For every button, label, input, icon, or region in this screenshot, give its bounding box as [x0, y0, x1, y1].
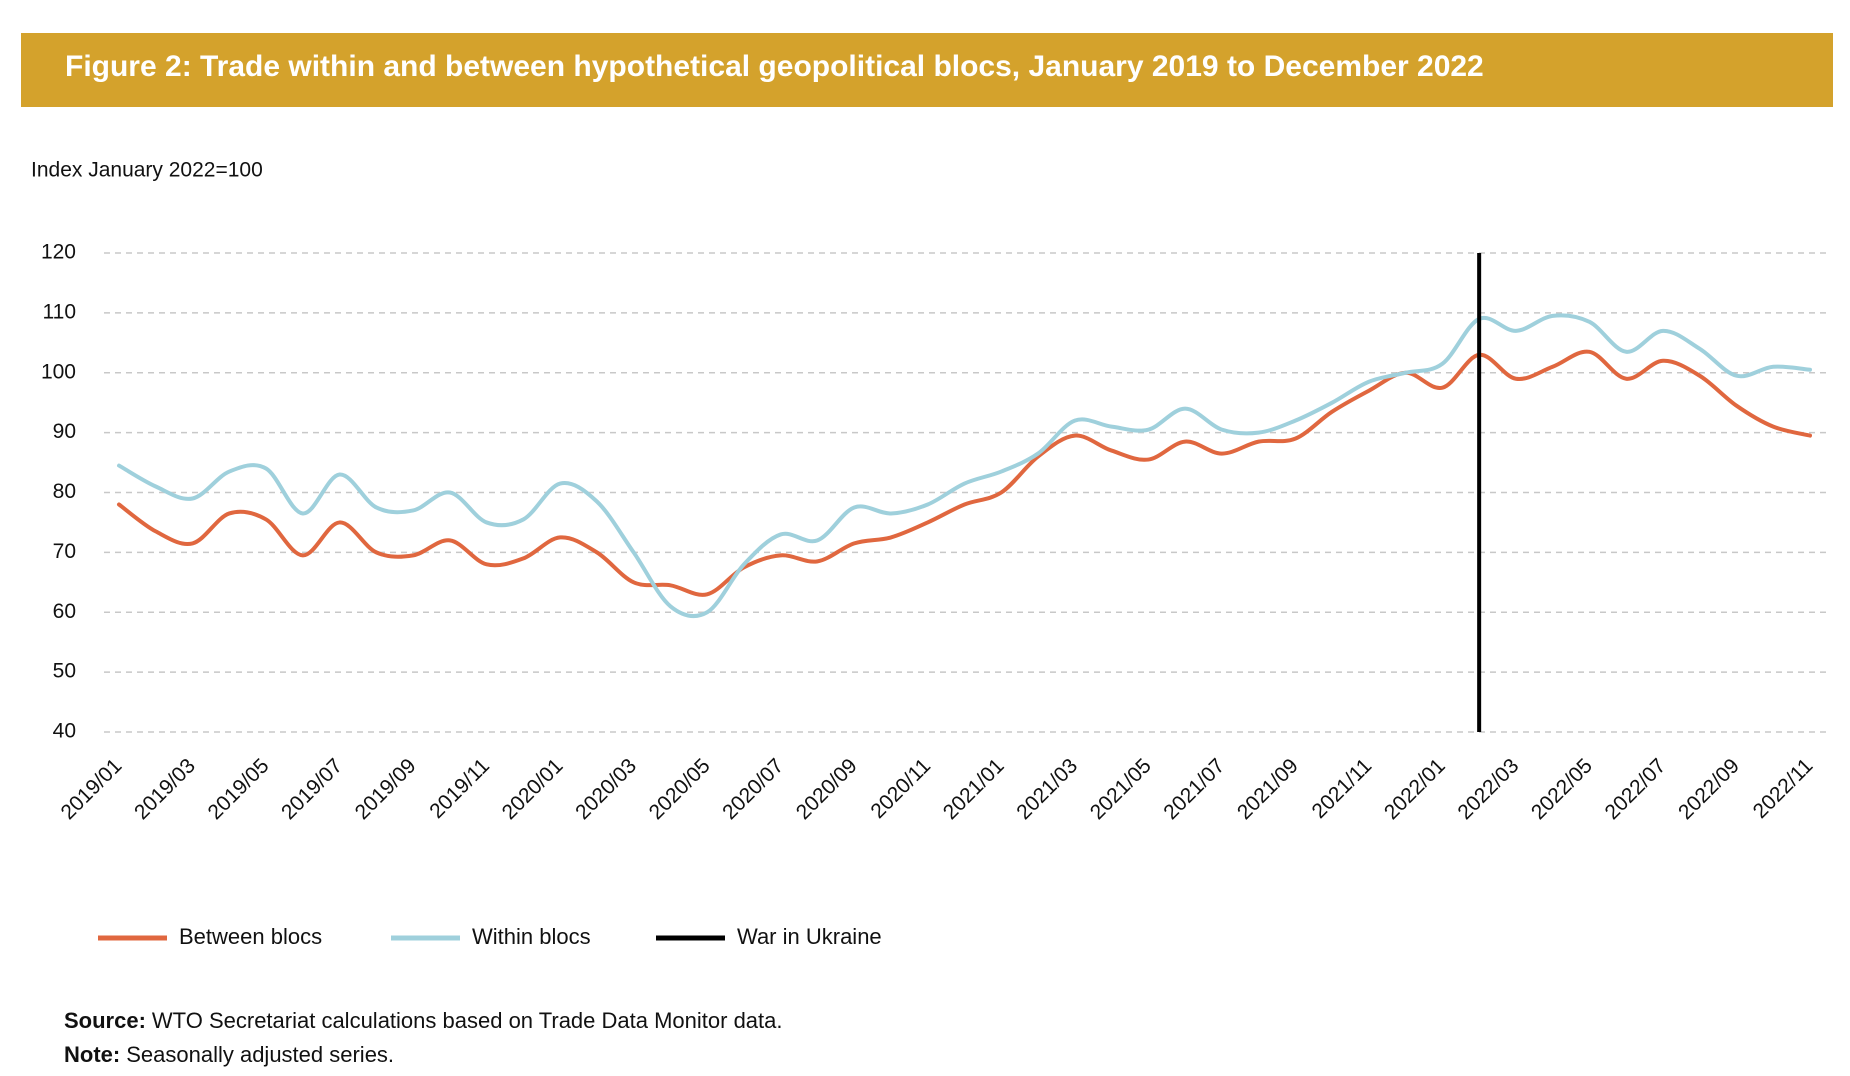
- y-tick-label: 50: [53, 660, 76, 683]
- footnote-label: Source:: [64, 1008, 146, 1033]
- y-tick-label: 90: [53, 420, 76, 443]
- x-tick-label: 2021/07: [1159, 754, 1229, 824]
- y-tick-label: 120: [41, 241, 76, 264]
- x-tick-label: 2022/03: [1453, 754, 1523, 824]
- series-line: [117, 349, 1812, 597]
- footnote-text: Seasonally adjusted series.: [126, 1042, 395, 1067]
- legend-label: Between blocs: [179, 924, 322, 949]
- footnote-text: WTO Secretariat calculations based on Tr…: [151, 1008, 783, 1033]
- x-tick-label: 2019/07: [277, 754, 347, 824]
- series-line: [117, 313, 1812, 619]
- x-tick-label: 2021/11: [1307, 754, 1376, 823]
- x-tick-label: 2020/11: [866, 754, 935, 823]
- x-tick-label: 2022/11: [1749, 754, 1818, 823]
- y-tick-label: 80: [53, 480, 76, 503]
- footnote: Note: Seasonally adjusted series.: [64, 1042, 394, 1068]
- chart-title: Figure 2: Trade within and between hypot…: [65, 50, 1484, 83]
- x-tick-label: 2019/01: [57, 754, 127, 824]
- x-tick-label: 2021/03: [1012, 754, 1082, 824]
- legend-label: War in Ukraine: [737, 924, 882, 949]
- x-tick-label: 2022/07: [1600, 754, 1670, 824]
- y-axis-label: Index January 2022=100: [31, 159, 263, 182]
- footnote: Source: WTO Secretariat calculations base…: [64, 1008, 783, 1034]
- x-tick-label: 2020/03: [571, 754, 641, 824]
- y-tick-label: 70: [53, 540, 76, 563]
- x-tick-label: 2020/09: [792, 754, 862, 824]
- x-tick-label: 2020/01: [498, 754, 568, 824]
- x-tick-label: 2019/09: [351, 754, 421, 824]
- x-tick-label: 2022/01: [1380, 754, 1450, 824]
- y-tick-label: 110: [43, 300, 76, 323]
- x-tick-label: 2020/07: [718, 754, 788, 824]
- x-tick-label: 2022/05: [1527, 754, 1597, 824]
- x-tick-label: 2022/09: [1674, 754, 1744, 824]
- x-tick-label: 2020/05: [645, 754, 715, 824]
- y-tick-label: 100: [41, 360, 76, 383]
- x-tick-label: 2021/09: [1233, 754, 1303, 824]
- legend-label: Within blocs: [472, 924, 591, 949]
- x-tick-label: 2021/05: [1086, 754, 1156, 824]
- x-tick-label: 2019/05: [204, 754, 274, 824]
- x-tick-label: 2021/01: [939, 754, 1009, 824]
- x-tick-label: 2019/11: [425, 754, 494, 823]
- y-tick-label: 40: [53, 720, 76, 743]
- y-tick-label: 60: [53, 600, 76, 623]
- footnote-label: Note:: [64, 1042, 121, 1067]
- title-bar: Figure 2: Trade within and between hypot…: [21, 33, 1833, 107]
- x-tick-label: 2019/03: [130, 754, 200, 824]
